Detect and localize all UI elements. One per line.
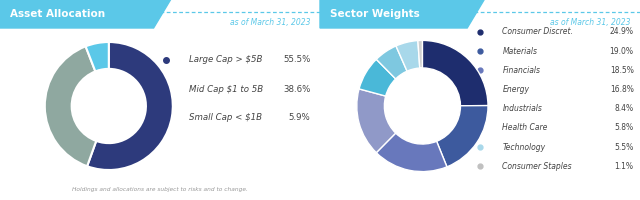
Wedge shape xyxy=(418,40,422,68)
Text: Energy: Energy xyxy=(502,85,529,94)
Text: Industrials: Industrials xyxy=(502,104,542,113)
Wedge shape xyxy=(436,106,488,167)
Text: as of March 31, 2023: as of March 31, 2023 xyxy=(550,18,630,27)
Wedge shape xyxy=(376,133,447,172)
Wedge shape xyxy=(359,59,396,96)
Text: 1.1%: 1.1% xyxy=(614,162,634,171)
Wedge shape xyxy=(376,46,407,79)
Text: Large Cap > $5B: Large Cap > $5B xyxy=(189,55,262,64)
Text: Consumer Staples: Consumer Staples xyxy=(502,162,572,171)
Text: Materials: Materials xyxy=(502,47,538,56)
Text: Technology: Technology xyxy=(502,143,545,152)
Text: Holdings and allocations are subject to risks and to change.: Holdings and allocations are subject to … xyxy=(72,187,248,192)
Text: 38.6%: 38.6% xyxy=(283,85,310,94)
Text: 5.5%: 5.5% xyxy=(614,143,634,152)
Text: 16.8%: 16.8% xyxy=(610,85,634,94)
Text: Financials: Financials xyxy=(502,66,540,75)
Text: Mid Cap $1 to 5B: Mid Cap $1 to 5B xyxy=(189,85,263,94)
Text: Asset Allocation: Asset Allocation xyxy=(10,9,105,19)
Text: as of March 31, 2023: as of March 31, 2023 xyxy=(230,18,310,27)
Text: 55.5%: 55.5% xyxy=(283,55,310,64)
Polygon shape xyxy=(0,0,173,28)
Text: Health Care: Health Care xyxy=(502,123,548,132)
Wedge shape xyxy=(45,46,96,166)
Wedge shape xyxy=(422,40,488,106)
Text: 5.8%: 5.8% xyxy=(614,123,634,132)
Text: Consumer Discret.: Consumer Discret. xyxy=(502,27,573,36)
Text: 19.0%: 19.0% xyxy=(610,47,634,56)
Wedge shape xyxy=(86,42,109,71)
Wedge shape xyxy=(87,42,173,170)
Text: Sector Weights: Sector Weights xyxy=(330,9,419,19)
Polygon shape xyxy=(320,0,486,28)
Text: 5.9%: 5.9% xyxy=(289,114,310,122)
Text: 8.4%: 8.4% xyxy=(614,104,634,113)
Wedge shape xyxy=(396,41,420,71)
Text: 18.5%: 18.5% xyxy=(610,66,634,75)
Text: 24.9%: 24.9% xyxy=(610,27,634,36)
Text: Small Cap < $1B: Small Cap < $1B xyxy=(189,114,262,122)
Wedge shape xyxy=(357,89,396,153)
